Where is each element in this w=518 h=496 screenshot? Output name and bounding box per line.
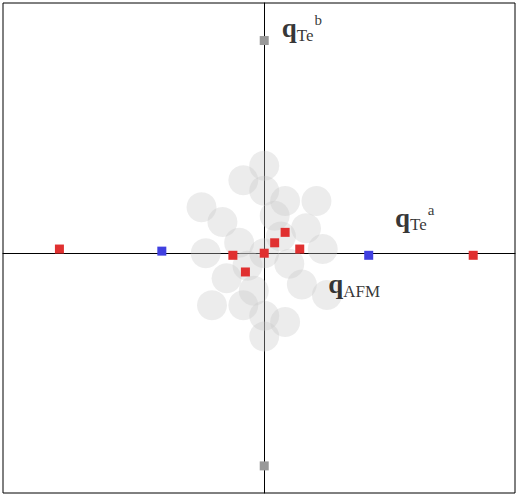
svg-text:a: a — [428, 202, 435, 218]
svg-text:q: q — [282, 13, 297, 43]
svg-text:b: b — [314, 12, 322, 28]
svg-text:q: q — [395, 203, 410, 233]
svg-text:AFM: AFM — [343, 282, 380, 301]
svg-text:q: q — [328, 269, 343, 299]
svg-text:Te: Te — [410, 215, 427, 234]
svg-text:Te: Te — [297, 26, 314, 45]
